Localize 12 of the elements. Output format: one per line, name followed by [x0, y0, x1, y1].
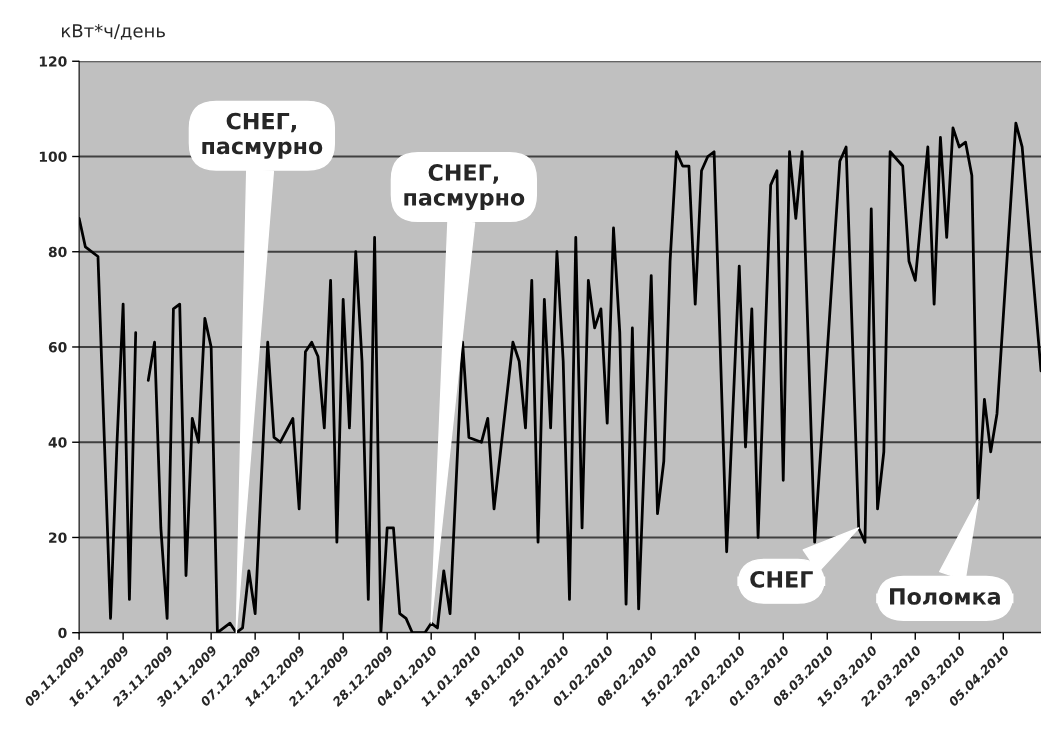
- y-tick-label: 40: [48, 437, 67, 448]
- y-tick-label: 120: [39, 56, 67, 67]
- y-tick-label: 80: [48, 246, 67, 258]
- annotation: СНЕГ: [750, 570, 813, 588]
- y-axis-title: кВт*ч/день: [62, 23, 165, 40]
- annotation: Поломка: [890, 588, 1000, 605]
- y-tick-label: 60: [48, 341, 67, 353]
- annotation: СНЕГ, пасмурно: [404, 164, 525, 211]
- y-tick-label: 20: [49, 532, 67, 543]
- y-tick-label: 100: [39, 151, 67, 162]
- annotation: СНЕГ, пасмурно: [202, 112, 323, 159]
- y-tick-label: 0: [58, 627, 67, 639]
